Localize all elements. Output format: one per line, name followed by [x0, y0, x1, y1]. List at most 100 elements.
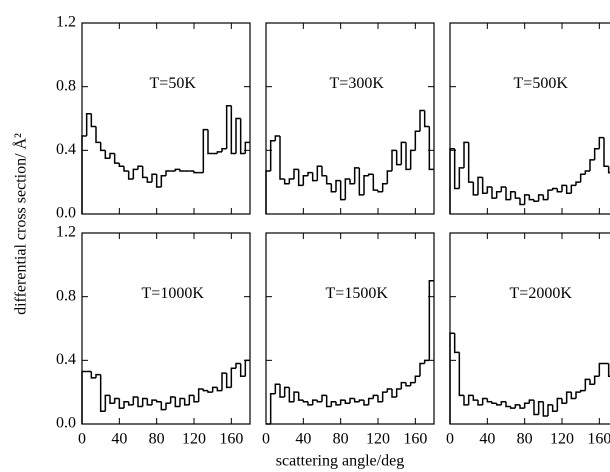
histogram-step: [589, 379, 595, 385]
histogram-step: [556, 397, 562, 412]
histogram-step: [90, 113, 96, 128]
histogram-step: [414, 130, 420, 151]
histogram-step: [428, 280, 434, 361]
histogram-step: [519, 404, 525, 409]
histogram-step: [391, 149, 397, 172]
histogram-step: [127, 401, 134, 406]
histogram-step: [537, 400, 544, 415]
y-tick-label: 1.2: [56, 14, 76, 31]
y-axis-label: differential cross section/ Å²: [12, 133, 30, 315]
histogram-step: [235, 362, 241, 369]
histogram-step: [137, 396, 143, 408]
histogram-step: [288, 387, 294, 403]
histogram-step: [579, 173, 586, 183]
histogram-step: [486, 186, 492, 194]
histogram-step: [419, 362, 425, 377]
histogram-step: [99, 142, 106, 152]
histogram-step: [386, 388, 392, 393]
histogram-step: [81, 135, 87, 214]
histogram-step: [395, 388, 402, 397]
histogram-step: [363, 400, 369, 406]
histogram-step: [453, 148, 460, 190]
histogram-step: [423, 110, 430, 128]
histogram-step: [193, 395, 199, 403]
histogram-step: [495, 403, 502, 406]
x-tick-label: 160: [219, 431, 243, 448]
histogram-step: [239, 118, 246, 155]
y-tick-label: 0.0: [56, 415, 76, 432]
x-tick-label: 80: [517, 431, 533, 448]
x-tick-label: 120: [366, 431, 390, 448]
histogram-step: [230, 367, 236, 388]
histogram-step: [481, 397, 488, 405]
x-tick-label: 160: [403, 431, 427, 448]
histogram-step: [500, 186, 506, 192]
histogram-step: [449, 332, 455, 424]
histogram-step: [279, 136, 285, 180]
x-tick-label: 120: [182, 431, 206, 448]
histogram-step: [358, 399, 364, 402]
histogram-step: [449, 147, 455, 214]
histogram-step: [99, 374, 106, 413]
histogram-step: [556, 188, 562, 193]
histogram-step: [467, 394, 474, 405]
histogram-step: [311, 399, 318, 405]
histogram-step: [174, 396, 180, 408]
histogram-step: [575, 181, 581, 186]
histogram-step: [335, 401, 341, 406]
histogram-step: [533, 199, 539, 203]
histogram-step: [400, 141, 406, 165]
histogram-step: [377, 395, 383, 403]
histogram-step: [81, 370, 87, 424]
histogram-step: [202, 388, 208, 392]
histogram-step: [405, 142, 411, 171]
histogram-step: [358, 167, 364, 196]
histogram-step: [321, 394, 327, 402]
histogram-step: [244, 141, 250, 154]
histogram-step: [183, 398, 190, 406]
histogram-step: [514, 404, 520, 409]
histogram-step: [151, 399, 157, 405]
histogram-step: [325, 395, 332, 408]
histogram-step: [367, 397, 374, 405]
histogram-step: [274, 383, 280, 394]
histogram-step: [349, 397, 355, 404]
histogram-step: [349, 178, 355, 185]
histogram-step: [593, 147, 600, 160]
histogram-step: [372, 394, 378, 399]
histogram-step: [353, 398, 360, 403]
x-tick-label: 80: [149, 431, 165, 448]
histogram-step: [509, 190, 516, 200]
histogram-step: [542, 194, 548, 201]
histogram-step: [414, 375, 420, 383]
histogram-step: [584, 170, 590, 175]
histogram-step: [335, 179, 341, 192]
histogram-step: [409, 149, 416, 170]
histogram-step: [165, 170, 171, 176]
x-tick-label: 40: [479, 431, 495, 448]
x-tick-label: 0: [262, 431, 270, 448]
histogram-step: [230, 105, 236, 155]
histogram-step: [593, 375, 600, 385]
histogram-step: [500, 400, 506, 405]
histogram-step: [423, 359, 430, 364]
histogram-step: [321, 166, 327, 177]
histogram-step: [381, 183, 388, 192]
histogram-step: [169, 396, 176, 404]
histogram-step: [428, 126, 434, 171]
histogram-step: [528, 194, 534, 201]
histogram-step: [330, 400, 336, 407]
histogram-step: [519, 198, 525, 206]
histogram-step: [265, 170, 271, 214]
histogram-step: [400, 381, 406, 389]
histogram-step: [495, 190, 502, 199]
histogram-step: [325, 175, 332, 185]
histogram-step: [244, 359, 250, 377]
histogram-step: [302, 400, 308, 403]
histogram-step: [146, 177, 152, 183]
histogram-step: [472, 395, 478, 401]
histogram-step: [607, 166, 610, 174]
histogram-step: [123, 400, 129, 409]
histogram-step: [491, 401, 497, 405]
